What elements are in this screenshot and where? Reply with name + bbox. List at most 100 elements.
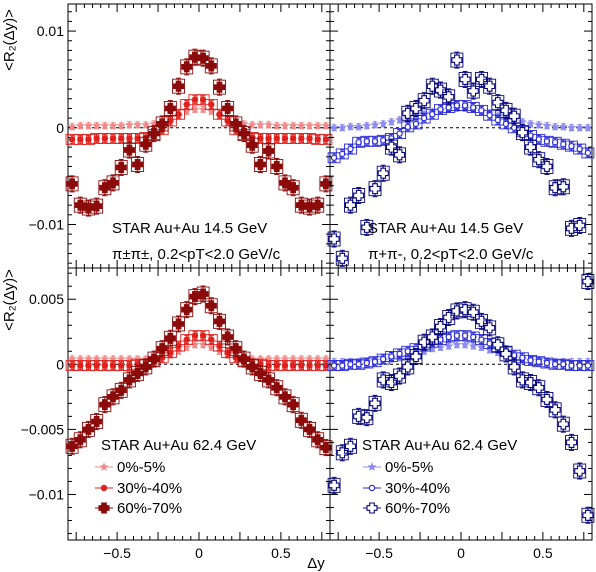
sys-box	[581, 147, 595, 159]
series-cross	[65, 285, 333, 457]
data-point	[412, 120, 420, 128]
sys-box	[213, 340, 226, 352]
sys-box	[401, 121, 415, 133]
data-point	[467, 85, 479, 97]
data-point	[67, 121, 77, 131]
data-point	[558, 121, 568, 131]
sys-box	[393, 348, 407, 360]
data-point	[91, 200, 103, 212]
legend-marker	[98, 502, 110, 514]
data-point	[123, 144, 135, 156]
data-point	[164, 102, 176, 114]
series-cross	[327, 301, 595, 524]
data-point	[329, 122, 339, 132]
data-point	[328, 479, 340, 491]
data-point	[115, 384, 127, 396]
data-point	[75, 120, 85, 130]
data-point	[508, 361, 520, 373]
data-point	[426, 331, 438, 343]
sys-box	[384, 351, 398, 362]
data-point	[370, 120, 380, 129]
data-point	[246, 139, 258, 151]
y-tick-label: −0.01	[29, 216, 65, 232]
data-point	[304, 120, 315, 130]
data-point	[344, 440, 357, 452]
data-point	[205, 60, 217, 72]
data-point	[525, 141, 537, 153]
data-point	[435, 342, 446, 352]
data-point	[354, 121, 364, 131]
data-point	[386, 117, 397, 126]
panels-layer: −0.01 0 0.01 −0.5 0 0.5 −0.01 −0.005 0 0.005 −0.5 0…	[21, 3, 595, 561]
data-point	[190, 339, 200, 349]
data-point	[451, 54, 463, 66]
y-tick-label: 0	[56, 120, 64, 136]
legend-left: 0%-5% 30%-40% 60%-70%	[95, 459, 182, 517]
data-point	[140, 138, 152, 150]
x-tick-label: 0.5	[533, 545, 553, 561]
data-point	[549, 404, 561, 416]
data-point	[377, 167, 389, 179]
data-point	[484, 80, 496, 92]
data-point	[115, 161, 127, 173]
data-point	[148, 353, 160, 365]
data-point	[369, 183, 381, 195]
data-point	[557, 181, 569, 193]
data-point	[172, 318, 185, 330]
data-point	[287, 182, 299, 194]
data-point	[175, 342, 182, 350]
data-point	[254, 158, 266, 171]
data-point	[584, 362, 592, 369]
sys-box	[409, 118, 423, 130]
data-point	[361, 221, 373, 233]
data-point	[198, 339, 208, 349]
annotation-top-left-cuts: π±π±, 0.2<pT<2.0 GeV/c	[112, 246, 281, 263]
data-point	[141, 120, 151, 129]
sys-box	[204, 99, 218, 111]
data-point	[484, 322, 496, 334]
sys-box	[319, 133, 333, 145]
data-point	[345, 121, 356, 131]
data-point	[460, 339, 470, 349]
data-point	[361, 412, 373, 424]
data-point	[190, 104, 200, 114]
data-point	[541, 160, 553, 173]
x-tick-label: −0.5	[365, 545, 393, 561]
sys-box	[515, 352, 529, 364]
data-point	[132, 158, 144, 171]
y-tick-label: 0.01	[37, 23, 64, 39]
annotation-bottom-left-energy: STAR Au+Au 62.4 GeV	[101, 437, 256, 454]
data-point	[565, 436, 578, 448]
legend-left-label-30-40: 30%-40%	[117, 480, 182, 497]
data-point	[288, 120, 298, 130]
legend-left-marker-60-70	[95, 502, 113, 514]
data-point	[312, 199, 324, 211]
data-point	[280, 120, 290, 130]
x-tick-label: 0	[195, 545, 203, 561]
data-point	[124, 120, 135, 129]
data-point	[116, 120, 126, 130]
legend-right-label-30-40: 30%-40%	[385, 480, 450, 497]
data-point	[263, 120, 274, 129]
x-tick-label: −0.5	[103, 545, 131, 561]
legend-left-label-0-5: 0%-5%	[117, 459, 165, 476]
sys-box	[466, 331, 480, 343]
legend-marker	[366, 502, 378, 514]
sys-box	[172, 108, 185, 120]
data-point	[516, 127, 528, 139]
annotation-bottom-right-energy: STAR Au+Au 62.4 GeV	[362, 437, 517, 454]
data-point	[216, 342, 223, 350]
data-point	[287, 399, 299, 411]
data-point	[508, 110, 520, 122]
data-point	[321, 120, 331, 130]
data-point	[452, 339, 462, 349]
data-point	[313, 120, 323, 130]
data-point	[410, 350, 422, 363]
xlabel: Δy	[307, 555, 325, 572]
panel-bottom-right: −0.5 0 0.5	[327, 267, 595, 561]
annotation-top-right-cuts: π+π-, 0.2<pT<2.0 GeV/c	[368, 246, 534, 263]
legend-marker	[367, 462, 377, 471]
data-point	[247, 120, 257, 129]
data-point	[574, 465, 586, 477]
ylabel-bottom: <R₂(Δy)>	[1, 269, 18, 331]
